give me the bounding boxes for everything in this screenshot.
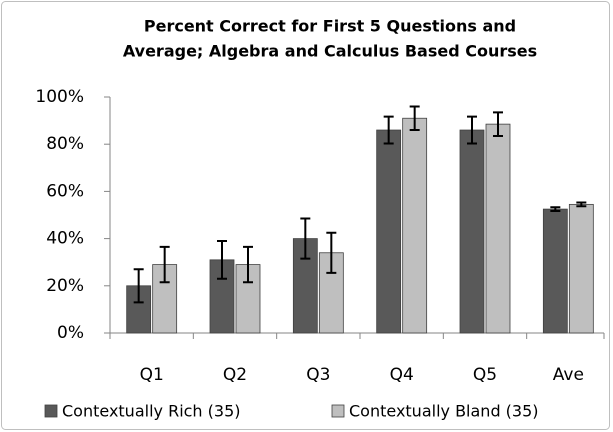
error-bar — [133, 268, 144, 304]
legend-label: Contextually Bland (35) — [349, 402, 539, 421]
y-tick-label: 40% — [46, 229, 84, 249]
chart-title: Percent Correct for First 5 Questions an… — [144, 17, 516, 36]
y-tick-label: 0% — [57, 323, 84, 343]
legend-swatch — [331, 404, 345, 418]
error-bar — [576, 201, 587, 208]
bar — [542, 208, 568, 334]
x-tick-label: Ave — [553, 365, 584, 385]
y-tick-label: 60% — [46, 181, 84, 201]
legend-label: Contextually Rich (35) — [62, 402, 241, 421]
error-bar — [383, 115, 394, 145]
error-bar — [493, 111, 503, 137]
error-bar — [217, 239, 227, 280]
bar — [568, 203, 594, 334]
bar — [402, 117, 428, 334]
x-tick-label: Q3 — [306, 365, 330, 385]
error-bar — [326, 231, 337, 274]
x-tick-label: Q4 — [390, 365, 414, 385]
error-bar — [243, 245, 253, 284]
bar — [459, 129, 485, 334]
y-tick-label: 20% — [46, 276, 84, 296]
bar — [376, 129, 402, 334]
error-bar — [409, 105, 420, 132]
x-tick-label: Q1 — [140, 365, 164, 385]
y-tick-label: 100% — [35, 87, 84, 107]
error-bar — [550, 206, 561, 212]
error-bar — [300, 217, 311, 260]
x-tick-label: Q5 — [473, 365, 497, 385]
x-tick-label: Q2 — [223, 365, 247, 385]
bar — [485, 123, 511, 334]
chart-title: Average; Algebra and Calculus Based Cour… — [123, 42, 537, 61]
error-bar — [159, 245, 170, 284]
error-bar — [467, 115, 477, 145]
y-tick-label: 80% — [46, 134, 84, 154]
legend-swatch — [44, 404, 58, 418]
